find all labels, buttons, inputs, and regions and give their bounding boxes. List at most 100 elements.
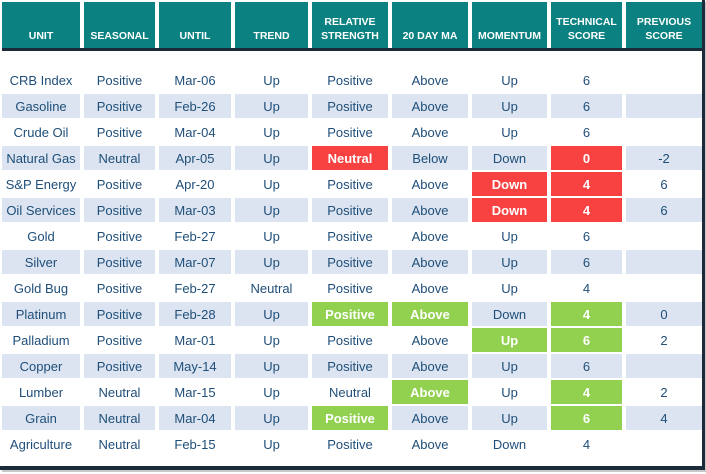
cell-trend: Up (235, 120, 308, 144)
cell-trend: Up (235, 172, 308, 196)
cell-until: Mar-04 (159, 120, 231, 144)
cell-relative-strength: Positive (312, 250, 388, 274)
cell-previous-score: 2 (626, 328, 702, 352)
cell-relative-strength: Neutral (312, 146, 388, 170)
cell-20-day-ma: Above (392, 406, 468, 430)
cell-seasonal: Positive (84, 94, 155, 118)
table-row-s-p-energy: S&P Energy Positive Apr-20 Up Positive Above D… (2, 172, 702, 196)
cell-momentum: Down (472, 172, 547, 196)
cell-unit: Gold Bug (2, 276, 80, 300)
cell-momentum: Up (472, 406, 547, 430)
cell-until: Feb-28 (159, 302, 231, 326)
cell-20-day-ma: Above (392, 120, 468, 144)
column-header-relative-strength: RELATIVE STRENGTH (312, 2, 388, 48)
column-header-20-day-ma: 20 DAY MA (392, 2, 468, 48)
cell-unit: Copper (2, 354, 80, 378)
cell-relative-strength: Positive (312, 302, 388, 326)
cell-technical-score: 4 (551, 172, 622, 196)
cell-trend: Up (235, 94, 308, 118)
table-row-gold-bug: Gold Bug Positive Feb-27 Neutral Positive Abo… (2, 276, 702, 300)
cell-relative-strength: Positive (312, 354, 388, 378)
cell-relative-strength: Positive (312, 432, 388, 456)
cell-relative-strength: Positive (312, 68, 388, 92)
cell-seasonal: Neutral (84, 432, 155, 456)
cell-relative-strength: Positive (312, 198, 388, 222)
cell-unit: Oil Services (2, 198, 80, 222)
cell-previous-score (626, 224, 702, 248)
cell-20-day-ma: Above (392, 68, 468, 92)
cell-20-day-ma: Above (392, 380, 468, 404)
cell-technical-score: 6 (551, 328, 622, 352)
cell-20-day-ma: Above (392, 276, 468, 300)
cell-seasonal: Positive (84, 328, 155, 352)
cell-previous-score (626, 120, 702, 144)
table-row-platinum: Platinum Positive Feb-28 Up Positive Above Dow… (2, 302, 702, 326)
cell-seasonal: Positive (84, 354, 155, 378)
cell-unit: Grain (2, 406, 80, 430)
cell-momentum: Down (472, 146, 547, 170)
cell-previous-score: 0 (626, 302, 702, 326)
cell-seasonal: Positive (84, 302, 155, 326)
cell-technical-score: 6 (551, 120, 622, 144)
cell-trend: Up (235, 354, 308, 378)
cell-20-day-ma: Above (392, 354, 468, 378)
table-row-copper: Copper Positive May-14 Up Positive Above Up 6 (2, 354, 702, 378)
table-row-agriculture: Agriculture Neutral Feb-15 Up Positive Above D… (2, 432, 702, 456)
cell-until: Mar-03 (159, 198, 231, 222)
cell-relative-strength: Positive (312, 94, 388, 118)
cell-until: Feb-26 (159, 94, 231, 118)
cell-previous-score (626, 276, 702, 300)
cell-previous-score (626, 354, 702, 378)
cell-momentum: Up (472, 250, 547, 274)
table-body: CRB Index Positive Mar-06 Up Positive Above Up… (2, 68, 702, 456)
cell-trend: Up (235, 198, 308, 222)
column-header-unit: UNIT (2, 2, 80, 48)
cell-technical-score: 4 (551, 302, 622, 326)
spacer-row (2, 51, 702, 68)
cell-previous-score: 2 (626, 380, 702, 404)
column-header-until: UNTIL (159, 2, 231, 48)
cell-trend: Up (235, 432, 308, 456)
table-header-row: UNIT SEASONAL UNTIL TREND RELATIVE STRENGTH 2… (2, 2, 702, 48)
cell-relative-strength: Positive (312, 328, 388, 352)
cell-until: Apr-05 (159, 146, 231, 170)
cell-technical-score: 6 (551, 250, 622, 274)
cell-seasonal: Neutral (84, 146, 155, 170)
cell-unit: Crude Oil (2, 120, 80, 144)
cell-technical-score: 6 (551, 354, 622, 378)
table-row-gold: Gold Positive Feb-27 Up Positive Above Up 6 (2, 224, 702, 248)
cell-trend: Up (235, 250, 308, 274)
cell-momentum: Up (472, 120, 547, 144)
cell-seasonal: Positive (84, 250, 155, 274)
cell-technical-score: 6 (551, 224, 622, 248)
cell-seasonal: Positive (84, 172, 155, 196)
cell-until: Feb-27 (159, 224, 231, 248)
cell-seasonal: Positive (84, 276, 155, 300)
cell-momentum: Up (472, 354, 547, 378)
cell-until: Mar-06 (159, 68, 231, 92)
table-row-crb-index: CRB Index Positive Mar-06 Up Positive Above Up… (2, 68, 702, 92)
cell-20-day-ma: Above (392, 94, 468, 118)
cell-previous-score (626, 94, 702, 118)
cell-momentum: Up (472, 94, 547, 118)
column-header-previous-score: PREVIOUS SCORE (626, 2, 702, 48)
cell-technical-score: 4 (551, 380, 622, 404)
table-row-oil-services: Oil Services Positive Mar-03 Up Positive Abov… (2, 198, 702, 222)
cell-technical-score: 6 (551, 94, 622, 118)
header-underline (2, 48, 702, 51)
cell-seasonal: Positive (84, 224, 155, 248)
cell-until: Mar-01 (159, 328, 231, 352)
cell-relative-strength: Positive (312, 276, 388, 300)
column-header-seasonal: SEASONAL (84, 2, 155, 48)
cell-relative-strength: Positive (312, 172, 388, 196)
cell-seasonal: Positive (84, 120, 155, 144)
cell-relative-strength: Positive (312, 224, 388, 248)
cell-unit: Palladium (2, 328, 80, 352)
cell-previous-score: 6 (626, 198, 702, 222)
cell-previous-score: 6 (626, 172, 702, 196)
cell-trend: Up (235, 328, 308, 352)
table-row-lumber: Lumber Neutral Mar-15 Up Neutral Above Up 4 2 (2, 380, 702, 404)
cell-trend: Neutral (235, 276, 308, 300)
cell-trend: Up (235, 146, 308, 170)
